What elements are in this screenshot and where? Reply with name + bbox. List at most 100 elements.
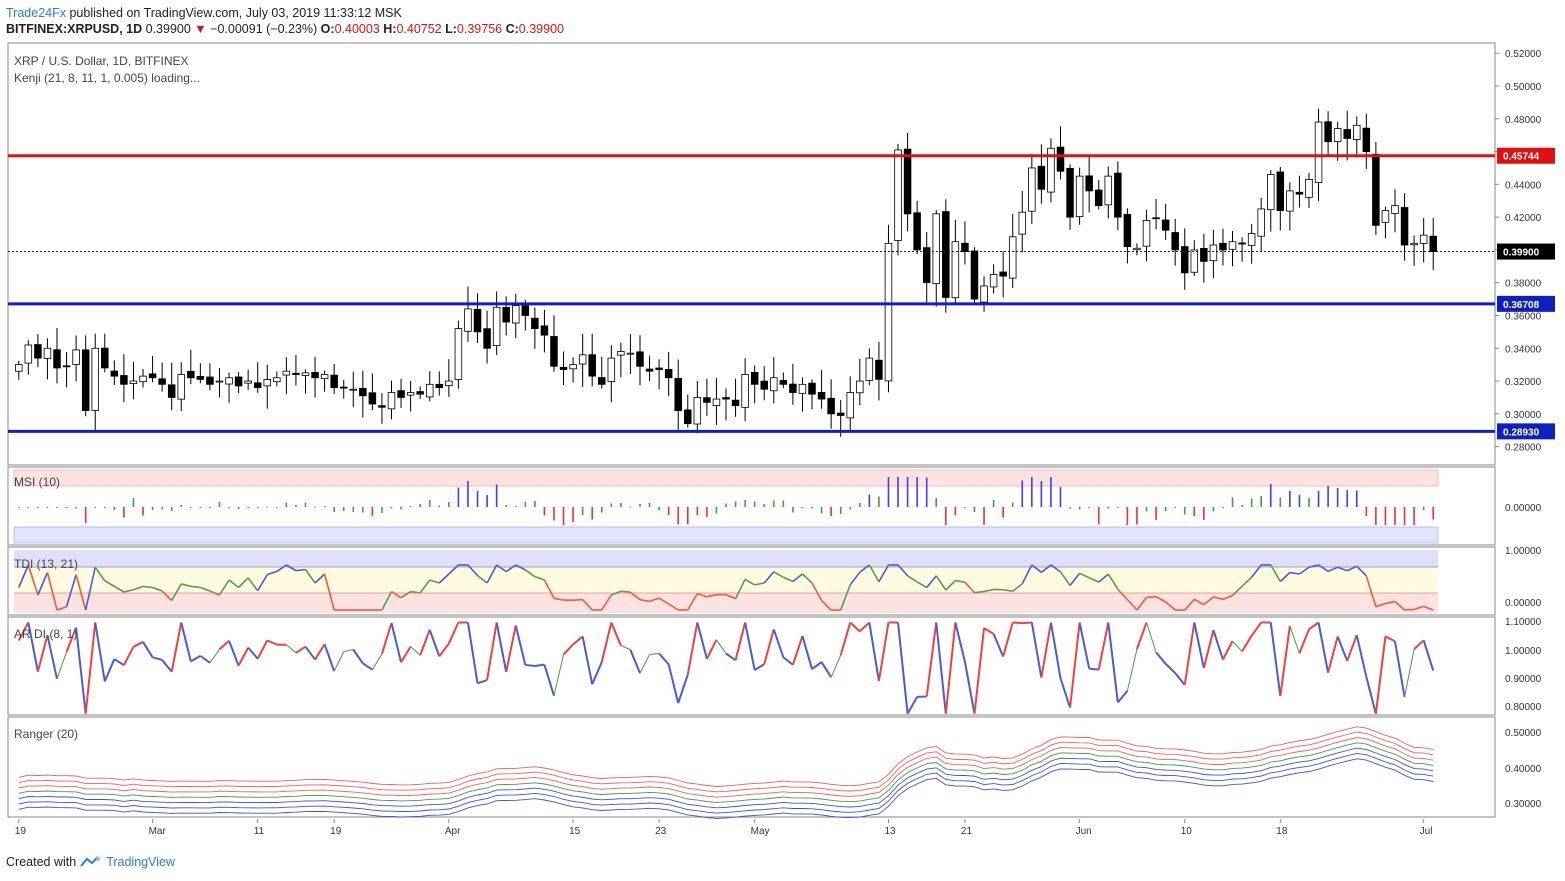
ardi-segment [1222, 640, 1234, 660]
ardi-segment [973, 628, 986, 714]
candle [81, 335, 90, 417]
tdi-segment [573, 598, 583, 602]
candle [263, 364, 272, 409]
chart-canvas[interactable]: 0.28000 0.30000 0.32000 0.34000 0.36000 0.380… [0, 40, 1565, 850]
candle-body [1066, 167, 1074, 218]
candle [875, 341, 883, 401]
msi-lower-band [13, 526, 1439, 544]
msi-bar [1088, 507, 1090, 508]
brand-link[interactable]: Trade24Fx [6, 6, 66, 20]
level-label: 0.45744 [1503, 152, 1540, 163]
tdi-tick-1: 1.00000 [1505, 546, 1542, 557]
price-pane[interactable] [7, 42, 1496, 466]
ardi-segment [256, 639, 269, 660]
tdi-segment [792, 573, 803, 583]
tdi-segment [477, 574, 488, 584]
ardi-segment [935, 622, 947, 714]
msi-bar [925, 477, 928, 507]
msi-bar [1346, 490, 1349, 507]
msi-bar [916, 477, 918, 507]
candle [531, 307, 539, 349]
tdi-segment [1356, 565, 1367, 577]
candle [942, 199, 950, 313]
candle [492, 291, 501, 355]
candle-body [81, 349, 90, 411]
candle [617, 342, 625, 378]
candle [368, 373, 377, 410]
candle [578, 333, 587, 387]
ardi-line [17, 621, 1435, 715]
ardi-pane[interactable] [7, 616, 1496, 716]
candle-body [655, 367, 663, 370]
candle [712, 377, 721, 425]
candle-body [741, 374, 749, 408]
time-axis[interactable]: 19 Mar 11 19 Apr 15 23 May 13 21 Jun 10 18 Jul [8, 819, 1495, 839]
ardi-segment [610, 622, 622, 646]
candle-body [72, 349, 80, 366]
msi-bar [1384, 507, 1387, 525]
msi-bar [725, 503, 727, 507]
tdi-segment [133, 585, 144, 591]
candle-body [903, 148, 912, 215]
ardi-segment [343, 649, 354, 653]
tdi-tick-0: 0.00000 [1505, 598, 1542, 609]
ardi-segment [581, 636, 594, 685]
ardi-segment [170, 622, 183, 672]
candle [636, 335, 644, 386]
tdi-segment [1136, 596, 1148, 611]
candle [91, 333, 99, 431]
candle-body [664, 368, 673, 379]
candle [225, 372, 233, 403]
tdi-segment [314, 573, 326, 584]
candle-body [206, 376, 214, 385]
candle [206, 363, 214, 391]
ranger-pane[interactable] [7, 716, 1496, 818]
ardi-segment [428, 629, 441, 657]
msi-bar [27, 507, 30, 508]
candle [731, 378, 740, 417]
tradingview-link[interactable]: TradingView [106, 855, 175, 869]
msi-bar [381, 507, 383, 513]
candle-body [339, 386, 348, 389]
ardi-segment [419, 629, 431, 656]
ardi-segment [1022, 621, 1032, 625]
tdi-segment [84, 567, 97, 611]
price-tick-label: 0.52000 [1505, 49, 1542, 60]
candle-body [368, 392, 377, 405]
candle-body [607, 357, 616, 382]
level-label: 0.36708 [1503, 300, 1540, 311]
ardi-segment [534, 663, 545, 668]
candle [215, 367, 224, 398]
msi-bar [1413, 507, 1415, 525]
ardi-segment [543, 664, 555, 697]
candle [1228, 231, 1237, 267]
ardi-segment [218, 639, 230, 651]
msi-bar [1212, 507, 1215, 512]
candle-body [187, 370, 195, 379]
high-label: H: [383, 22, 397, 36]
candle-body [24, 344, 33, 364]
msi-bar [696, 507, 699, 515]
tdi-segment [849, 571, 861, 586]
candle-body [970, 250, 979, 300]
candle [1267, 170, 1275, 232]
candle-body [731, 399, 740, 407]
candle-body [110, 370, 119, 377]
tdi-segment [190, 585, 201, 589]
ardi-segment [782, 656, 794, 666]
candle [24, 340, 33, 375]
tdi-segment [228, 579, 240, 589]
candle [980, 276, 988, 312]
candle [1037, 144, 1046, 204]
msi-bar [992, 500, 995, 507]
candle [922, 232, 931, 305]
tdi-line [18, 564, 1434, 611]
tdi-segment [907, 575, 918, 583]
tdi-mid-zone [14, 567, 1438, 593]
candle-body [263, 378, 272, 387]
msi-bar [1183, 507, 1186, 515]
tdi-segment [267, 570, 278, 576]
ardi-segment [1336, 636, 1349, 662]
ardi-segment [410, 646, 421, 656]
candle [234, 371, 243, 394]
